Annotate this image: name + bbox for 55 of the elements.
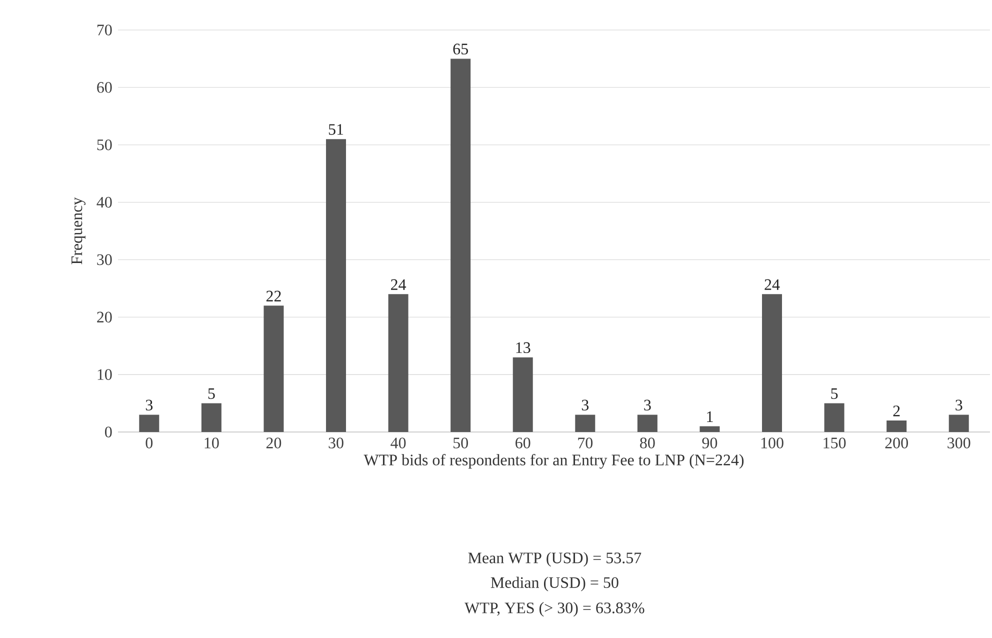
bar [824, 403, 844, 432]
y-tick-label: 60 [97, 82, 112, 93]
bar [326, 139, 346, 432]
y-tick-label: 40 [96, 196, 112, 208]
data-label: 1 [707, 411, 713, 422]
bar [886, 420, 907, 432]
bar [264, 306, 284, 432]
x-axis-title: WTP bids of respondents for an Entry Fee to LNP (N=224) [364, 454, 744, 469]
bar [388, 294, 408, 432]
text: WTP, YES (> 30) = 63.83% [464, 602, 644, 617]
x-tick-label: 80 [640, 438, 655, 448]
y-tick-label: 50 [97, 139, 112, 150]
bar [762, 294, 782, 432]
data-label: 3 [956, 400, 962, 410]
y-tick-label: 20 [97, 312, 112, 323]
x-tick-label: 20 [266, 438, 282, 448]
x-tick-label: 150 [824, 438, 846, 448]
data-label: 22 [266, 290, 281, 302]
y-axis-title: Frequency [72, 197, 86, 264]
text: Median (USD) = 50 [490, 576, 618, 592]
bar [139, 414, 160, 432]
data-label: 13 [516, 342, 530, 354]
bar [700, 426, 720, 432]
bar [450, 58, 471, 432]
data-label: 24 [391, 279, 406, 290]
y-tick-label: 0 [105, 426, 112, 438]
text: Mean WTP (USD) = 53.57 [468, 552, 642, 567]
x-tick-label: 100 [761, 438, 784, 448]
data-label: 3 [582, 400, 589, 410]
x-tick-label: 300 [948, 438, 970, 448]
x-tick-label: 30 [328, 438, 344, 448]
bar [948, 414, 969, 432]
y-tick-label: 10 [98, 369, 112, 380]
x-tick-label: 60 [516, 438, 530, 448]
data-label: 5 [831, 388, 838, 399]
x-tick-label: 0 [146, 438, 153, 448]
y-tick-label: 70 [97, 24, 112, 36]
data-label: 24 [764, 279, 780, 290]
data-label: 3 [644, 400, 651, 410]
x-tick-label: 40 [390, 438, 406, 448]
bar [575, 414, 596, 432]
x-tick-label: 70 [578, 438, 593, 448]
x-tick-label: 200 [885, 438, 908, 448]
x-tick-label: 50 [453, 438, 468, 448]
x-tick-label: 10 [204, 438, 219, 448]
bar [637, 414, 658, 432]
data-label: 2 [893, 406, 900, 416]
y-tick-label: 30 [97, 254, 112, 266]
x-tick-label: 90 [702, 438, 718, 448]
bar [201, 403, 222, 432]
data-label: 5 [208, 388, 215, 399]
data-label: 3 [146, 400, 153, 410]
bar [512, 357, 533, 432]
data-label: 51 [328, 124, 344, 135]
data-label: 65 [453, 44, 468, 54]
